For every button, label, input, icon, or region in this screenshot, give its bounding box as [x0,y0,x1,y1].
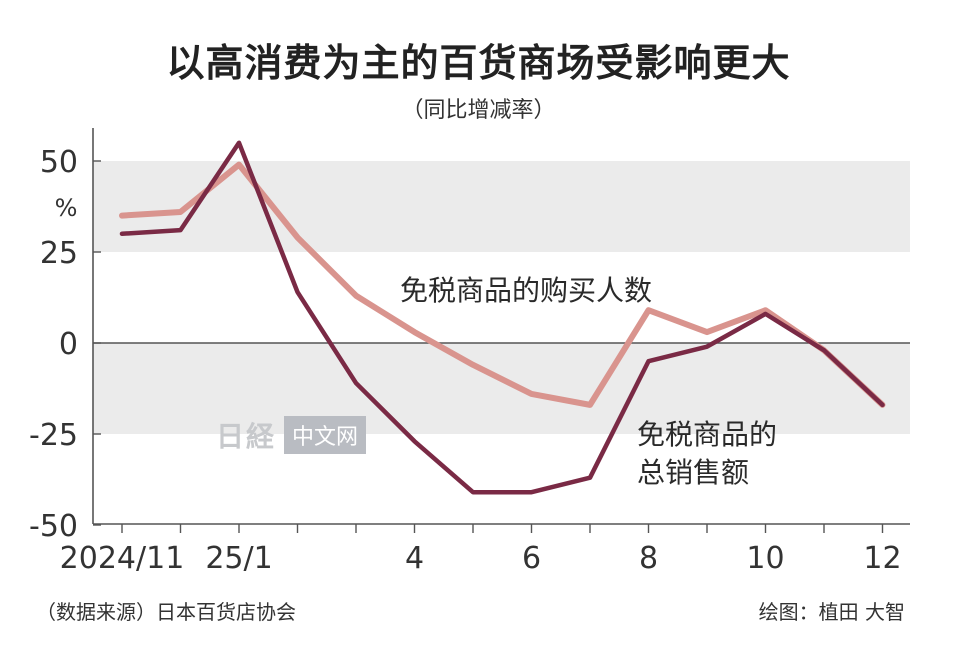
y-tick-label: 25 [40,236,78,271]
series-line-0 [119,161,886,408]
data-source: （数据来源）日本百货店协会 [36,600,296,624]
y-tick-label: 50 [40,145,78,180]
series-line-1 [119,140,885,495]
chart-title: 以高消费为主的百货商场受影响更大 [166,41,791,85]
shaded-band-1 [93,343,910,434]
watermark: 日経 中文网 [216,416,367,454]
x-tick-label: 8 [639,541,658,576]
x-tick-label: 2024/11 [60,541,185,576]
watermark-label: 中文网 [284,416,367,454]
y-unit-label: % [55,194,78,222]
y-tick-label: -50 [29,509,78,544]
series-label-1: 总销售额 [637,456,749,489]
series-label-0: 免税商品的购买人数 [400,274,652,307]
x-tick-label: 6 [522,541,541,576]
chart-credit: 绘图：植田 大智 [758,600,905,624]
x-tick-label: 10 [746,541,784,576]
y-tick-label: 0 [59,327,78,362]
y-tick-label: -25 [29,418,78,453]
x-tick-label: 4 [405,541,424,576]
chart-subtitle: （同比增减率） [401,98,556,123]
watermark-logo: 日経 [216,420,277,453]
x-tick-label: 25/1 [205,541,272,576]
series-label-1: 免税商品的 [637,418,777,451]
x-tick-label: 12 [863,541,901,576]
